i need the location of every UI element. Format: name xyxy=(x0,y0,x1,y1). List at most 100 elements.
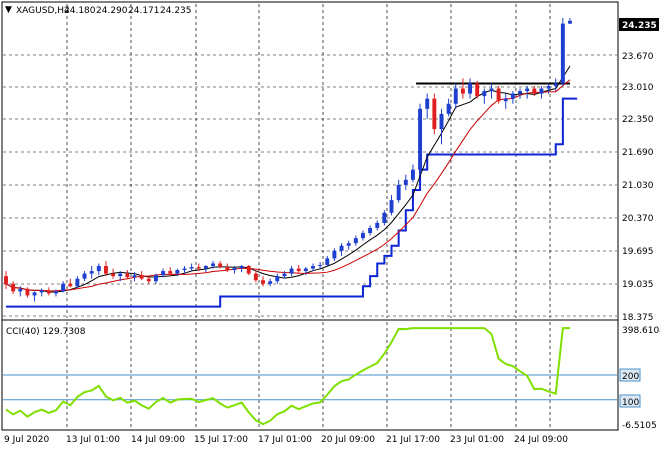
candle-body xyxy=(46,290,51,294)
ohlc-high: 24.290 xyxy=(96,6,128,16)
time-label: 13 Jul 01:00 xyxy=(66,435,120,445)
candle-body xyxy=(161,271,166,276)
candle-body xyxy=(82,273,87,279)
candle-body xyxy=(146,278,151,282)
candle-body xyxy=(282,273,287,277)
candle-body xyxy=(482,91,487,97)
candle-body xyxy=(325,258,330,266)
cci-line xyxy=(5,327,570,426)
candle-body xyxy=(546,85,551,89)
candle-body xyxy=(153,275,158,282)
candle-body xyxy=(268,281,273,284)
price-tick-label: 19.695 xyxy=(622,247,654,257)
current-price-marker xyxy=(619,18,659,31)
candle-body xyxy=(425,98,430,109)
candle-body xyxy=(275,276,280,282)
candle-body xyxy=(410,169,415,180)
candle-body xyxy=(296,268,301,272)
candles-group xyxy=(4,18,572,302)
candle-body xyxy=(89,271,94,274)
candle-body xyxy=(118,273,123,277)
candle-body xyxy=(61,283,66,292)
indicator-label: CCI(40) 129.7308 xyxy=(6,327,86,337)
moving-average-line xyxy=(5,65,571,293)
price-tick-label: 21.030 xyxy=(622,181,654,191)
candle-body xyxy=(318,265,323,267)
candle-body xyxy=(182,268,187,271)
candle-body xyxy=(39,290,44,293)
ohlc-low: 24.171 xyxy=(128,6,160,16)
candle-body xyxy=(418,108,423,170)
price-tick-label: 20.370 xyxy=(622,214,654,224)
grid-lines xyxy=(1,4,617,428)
candle-body xyxy=(468,83,473,94)
candle-body xyxy=(525,88,530,92)
candle-body xyxy=(568,20,572,24)
candle-body xyxy=(253,273,258,281)
candle-body xyxy=(54,291,58,294)
candle-body xyxy=(432,98,437,130)
time-label: 9 Jul 2020 xyxy=(4,435,49,445)
candle-body xyxy=(239,266,244,269)
time-label: 15 Jul 17:00 xyxy=(194,435,248,445)
moving-average-red-line xyxy=(5,79,571,292)
candle-body xyxy=(68,283,73,287)
price-series xyxy=(5,65,578,308)
candle-body xyxy=(261,280,265,284)
candle-body xyxy=(446,103,451,114)
candle-body xyxy=(189,267,194,269)
cci-tick-label: 100 xyxy=(622,398,639,408)
candle-body xyxy=(489,88,494,92)
current-price-label: 24.235 xyxy=(622,21,657,31)
candle-body xyxy=(111,273,116,277)
ohlc-close: 24.235 xyxy=(160,6,192,16)
cci-level-100-marker xyxy=(619,394,641,408)
ohlc-open: 24.180 xyxy=(64,6,96,16)
candle-body xyxy=(103,266,108,274)
candle-body xyxy=(346,243,351,246)
price-axis[interactable]: 23.670 23.010 22.350 21.690 21.030 20.37… xyxy=(619,18,659,323)
time-label: 20 Jul 09:00 xyxy=(321,435,375,445)
candle-body xyxy=(375,222,380,228)
candle-body xyxy=(382,212,387,223)
candle-body xyxy=(553,83,558,86)
candle-body xyxy=(132,275,137,278)
price-tick-label: 18.375 xyxy=(622,313,654,323)
candle-body xyxy=(460,88,465,94)
candle-body xyxy=(218,263,223,268)
time-label: 17 Jul 01:00 xyxy=(258,435,312,445)
time-axis[interactable]: 9 Jul 2020 13 Jul 01:00 14 Jul 09:00 15 … xyxy=(4,435,568,445)
cci-tick-label: 200 xyxy=(622,372,639,382)
candle-body xyxy=(532,88,537,94)
chart-symbol: XAGUSD,H4 xyxy=(16,6,70,16)
price-tick-label: 21.690 xyxy=(622,148,654,158)
price-tick-label: 19.035 xyxy=(622,280,654,290)
candle-body xyxy=(539,88,544,94)
candle-body xyxy=(368,227,373,234)
header-arrow-icon: ▼ xyxy=(5,5,12,15)
candle-body xyxy=(496,88,501,102)
candle-body xyxy=(168,271,173,274)
candle-body xyxy=(353,238,358,244)
candle-body xyxy=(503,98,508,102)
candle-body xyxy=(339,245,344,251)
lower-band-line xyxy=(6,97,578,308)
candle-body xyxy=(11,283,16,292)
candle-body xyxy=(32,292,37,296)
candle-body xyxy=(360,233,365,239)
cci-line-group xyxy=(5,327,570,426)
time-label: 24 Jul 09:00 xyxy=(514,435,568,445)
time-label: 14 Jul 09:00 xyxy=(131,435,185,445)
candle-body xyxy=(389,200,394,213)
candle-body xyxy=(332,250,337,259)
candle-body xyxy=(518,91,522,94)
cci-tick-label: 398.6104 xyxy=(622,326,660,336)
candle-body xyxy=(139,275,144,279)
candle-body xyxy=(246,266,251,274)
candle-body xyxy=(453,88,458,104)
main-chart-frame xyxy=(1,1,619,321)
cci-level-lines xyxy=(3,374,617,401)
price-tick-label: 23.010 xyxy=(622,83,654,93)
